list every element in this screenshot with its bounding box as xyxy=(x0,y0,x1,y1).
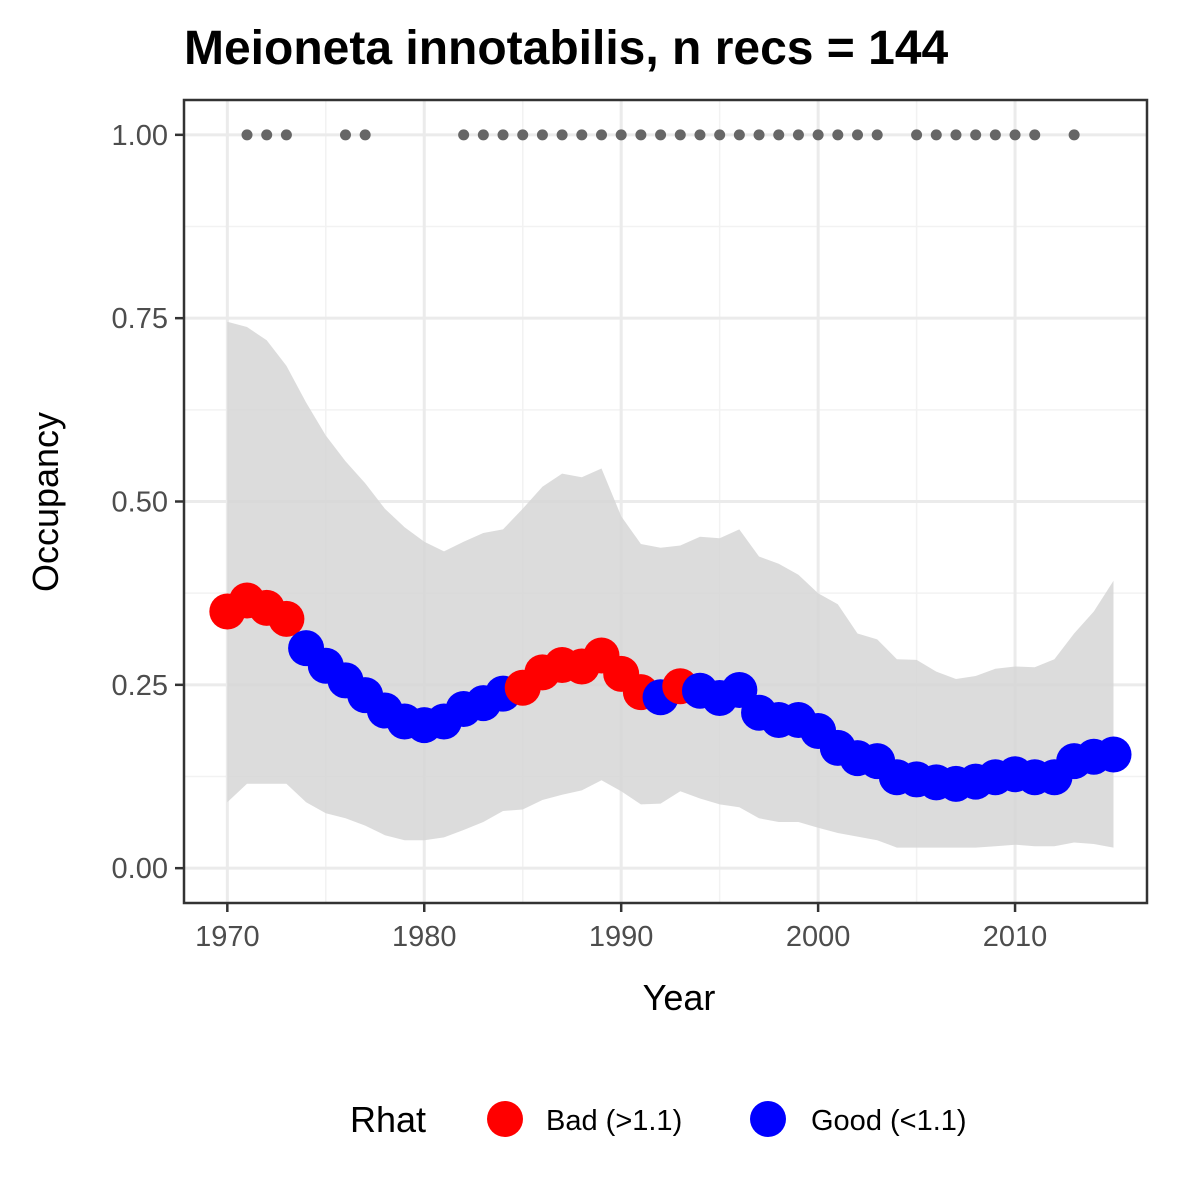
legend-label: Good (<1.1) xyxy=(811,1105,967,1137)
legend-key xyxy=(750,1101,786,1137)
legend-label: Bad (>1.1) xyxy=(546,1105,682,1137)
x-tick-label: 2010 xyxy=(983,921,1048,953)
legend-title: Rhat xyxy=(350,1099,426,1140)
occupancy-point xyxy=(1095,736,1132,773)
record-year-dot xyxy=(359,129,371,141)
record-year-dot xyxy=(536,129,548,141)
record-year-dot xyxy=(458,129,470,141)
x-tick-label: 2000 xyxy=(786,921,851,953)
record-year-dot xyxy=(517,129,529,141)
y-tick-label: 0.25 xyxy=(112,670,168,702)
record-year-dot xyxy=(655,129,667,141)
x-axis-title: Year xyxy=(643,977,716,1018)
record-year-dot xyxy=(497,129,509,141)
record-year-dot xyxy=(950,129,962,141)
record-year-dot xyxy=(852,129,864,141)
x-tick-label: 1970 xyxy=(195,921,260,953)
record-year-dot xyxy=(694,129,706,141)
record-year-dot xyxy=(477,129,489,141)
record-year-dot xyxy=(733,129,745,141)
record-year-dot xyxy=(1009,129,1021,141)
record-year-dot xyxy=(970,129,982,141)
y-tick-label: 0.00 xyxy=(112,853,168,885)
record-year-dot xyxy=(241,129,253,141)
record-year-dot xyxy=(280,129,292,141)
plot-panel xyxy=(184,100,1147,903)
record-year-dot xyxy=(832,129,844,141)
record-year-dot xyxy=(911,129,923,141)
record-year-dot xyxy=(930,129,942,141)
record-year-dot xyxy=(792,129,804,141)
record-year-dot xyxy=(595,129,607,141)
record-year-dot xyxy=(674,129,686,141)
record-year-dot xyxy=(1029,129,1041,141)
record-year-dot xyxy=(615,129,627,141)
record-year-dot xyxy=(812,129,824,141)
y-tick-label: 1.00 xyxy=(112,120,168,152)
x-tick-label: 1980 xyxy=(392,921,457,953)
record-year-dot xyxy=(576,129,588,141)
legend-key xyxy=(487,1101,523,1137)
chart-title: Meioneta innotabilis, n recs = 144 xyxy=(184,22,949,75)
record-year-dot xyxy=(556,129,568,141)
legend: Rhat Bad (>1.1) Good (<1.1) xyxy=(350,1099,967,1140)
record-year-dot xyxy=(753,129,765,141)
record-year-dot xyxy=(261,129,273,141)
record-year-dot xyxy=(1068,129,1080,141)
y-tick-label: 0.50 xyxy=(112,487,168,519)
record-year-dot xyxy=(871,129,883,141)
record-year-dot xyxy=(339,129,351,141)
record-year-dot xyxy=(773,129,785,141)
record-year-dot xyxy=(714,129,726,141)
y-axis-title: Occupancy xyxy=(25,412,66,592)
occupancy-point xyxy=(268,600,305,637)
record-year-dot xyxy=(635,129,647,141)
record-year-dot xyxy=(989,129,1001,141)
x-tick-label: 1990 xyxy=(589,921,654,953)
y-tick-label: 0.75 xyxy=(112,303,168,335)
axes: 1970 1980 1990 2000 2010 0.00 0.25 0.50 0.75 1.00 xyxy=(112,98,1149,953)
